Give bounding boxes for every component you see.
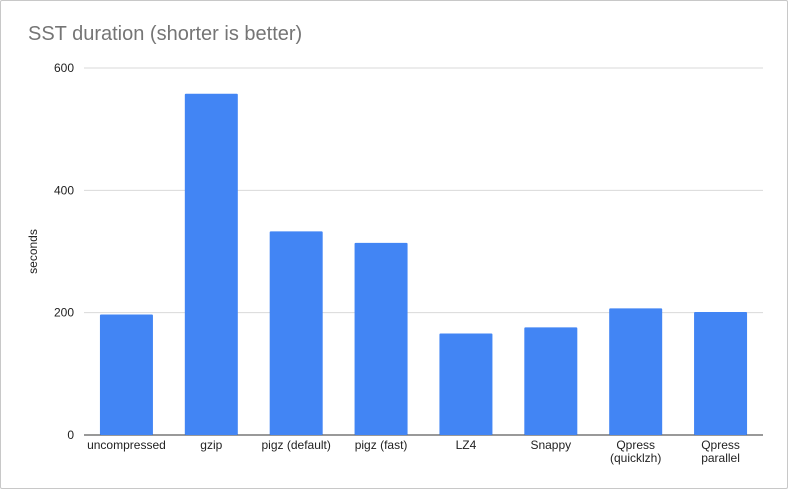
bar [99,314,153,435]
bar [184,93,238,435]
x-tick-label: Snappy [530,438,571,452]
x-tick-label: pigz (fast) [355,438,408,452]
y-tick-label: 400 [54,183,74,197]
x-tick-labels: uncompressed gzip pigz (default) pigz (fast… [87,438,740,465]
x-tick-label: pigz (default) [262,438,331,452]
y-tick-label: 0 [67,428,74,442]
bar [524,327,578,435]
x-tick-label: gzip [200,438,222,452]
bar [609,308,663,435]
x-tick-label: Qpress [616,438,655,452]
x-tick-label: (quicklzh) [610,451,661,465]
x-tick-label: LZ4 [456,438,477,452]
bar [694,312,748,435]
chart-title: SST duration (shorter is better) [28,23,303,45]
bars [99,93,748,435]
x-tick-label: uncompressed [87,438,166,452]
x-tick-label: Qpress [701,438,740,452]
bar [354,242,408,435]
bar [439,333,493,435]
y-axis-title: seconds [26,229,40,274]
bar [269,231,323,435]
y-tick-labels: 0 200 400 600 [54,61,74,442]
x-tick-label: parallel [701,451,740,465]
y-tick-label: 200 [54,306,74,320]
y-tick-label: 600 [54,61,74,75]
